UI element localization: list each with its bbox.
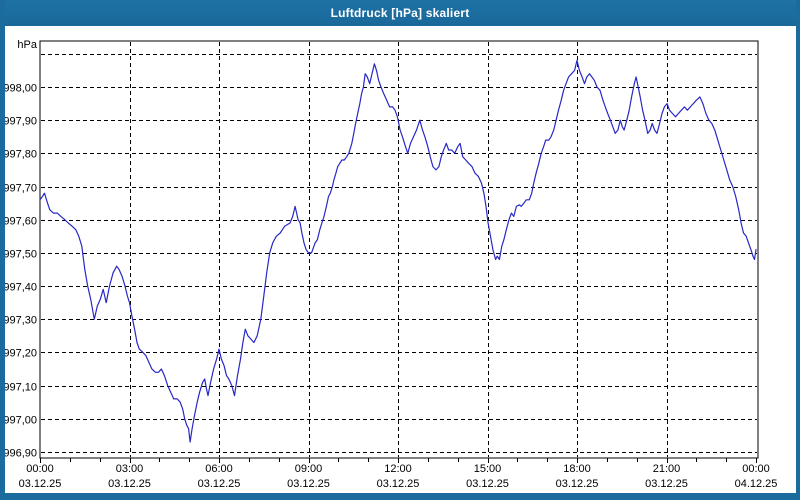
x-tick-time-label: 00:00 (742, 463, 770, 475)
x-tick-time-label: 00:00 (26, 463, 54, 475)
y-axis-labels: 998,00 997,90 997,80 997,70 997,60 997,50 997,… (3, 83, 37, 460)
x-tick-date-label: 03.12.25 (377, 478, 420, 490)
x-gridlines (130, 42, 668, 457)
x-tick-date-label: 03.12.25 (108, 478, 151, 490)
y-tick-label: 997,40 (3, 282, 37, 294)
y-tick-label: 997,70 (3, 183, 37, 195)
title-bar: Luftdruck [hPa] skaliert (0, 0, 800, 26)
x-tick-time-label: 03:00 (116, 463, 144, 475)
x-tick-time-label: 18:00 (563, 463, 591, 475)
x-tick-date-label: 03.12.25 (466, 478, 509, 490)
x-tick-date-label: 03.12.25 (645, 478, 688, 490)
y-tick-label: 998,00 (3, 83, 37, 95)
window-frame-right (796, 0, 800, 500)
x-tick-time-label: 15:00 (474, 463, 502, 475)
y-tick-label: 997,50 (3, 249, 37, 261)
x-tick-time-label: 06:00 (205, 463, 233, 475)
y-axis-unit-label: hPa (17, 39, 37, 51)
window-title: Luftdruck [hPa] skaliert (330, 6, 470, 20)
x-tick-time-label: 21:00 (653, 463, 681, 475)
x-tick-date-label: 03.12.25 (287, 478, 330, 490)
x-tick-date-label: 04.12.25 (735, 478, 778, 490)
y-tick-label: 997,00 (3, 415, 37, 427)
y-tick-label: 997,10 (3, 382, 37, 394)
window-frame-left (0, 0, 5, 500)
window-frame-bottom (0, 493, 800, 500)
y-tick-label: 997,60 (3, 216, 37, 228)
x-tick-date-label: 03.12.25 (556, 478, 599, 490)
x-tick-date-label: 03.12.25 (19, 478, 62, 490)
x-tick-time-label: 12:00 (384, 463, 412, 475)
y-tick-label: 997,90 (3, 116, 37, 128)
y-tick-label: 996,90 (3, 448, 37, 460)
x-axis-labels: 00:00 03.12.25 03:00 03.12.25 06:00 03.12.25 0… (19, 463, 778, 490)
x-tick-date-label: 03.12.25 (198, 478, 241, 490)
x-tick-marks (40, 458, 757, 463)
y-tick-label: 997,20 (3, 348, 37, 360)
y-tick-label: 997,80 (3, 149, 37, 161)
x-tick-time-label: 09:00 (295, 463, 323, 475)
pressure-line (39, 59, 757, 443)
y-tick-label: 997,30 (3, 315, 37, 327)
